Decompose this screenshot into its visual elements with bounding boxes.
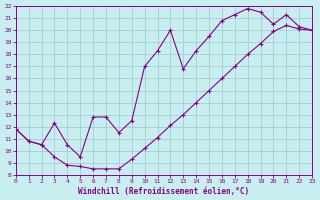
X-axis label: Windchill (Refroidissement éolien,°C): Windchill (Refroidissement éolien,°C) [78, 187, 250, 196]
